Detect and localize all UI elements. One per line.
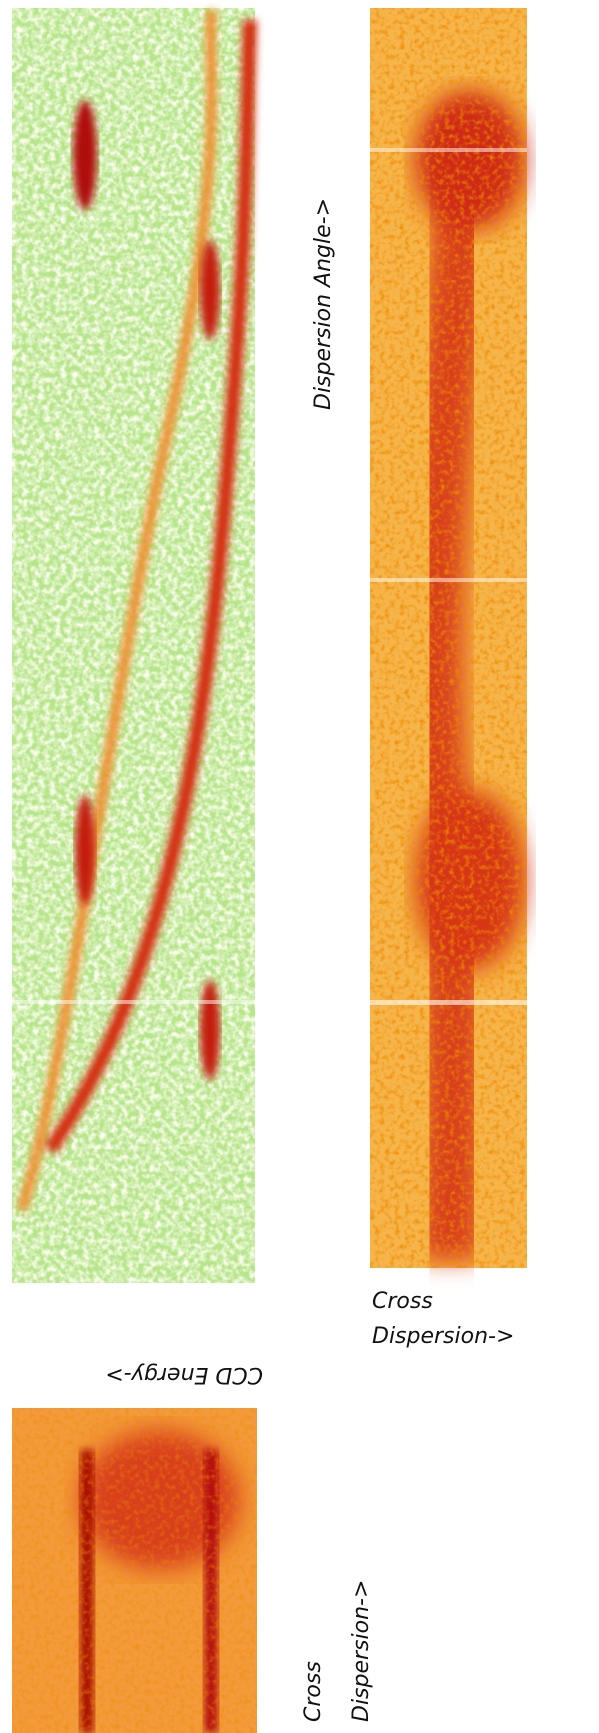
axis-label: Cross xyxy=(301,1661,326,1722)
cross-dispersion-image xyxy=(12,1408,257,1733)
energy-image xyxy=(12,8,257,1283)
axis-label: CCD Energy-> xyxy=(105,1362,263,1387)
axis-label: Dispersion-> xyxy=(372,1324,514,1349)
axis-label: Dispersion Angle-> xyxy=(311,198,336,410)
axis-label: Dispersion-> xyxy=(349,1580,374,1722)
dispersion-image xyxy=(370,8,527,1268)
axis-label: Cross xyxy=(372,1289,433,1314)
